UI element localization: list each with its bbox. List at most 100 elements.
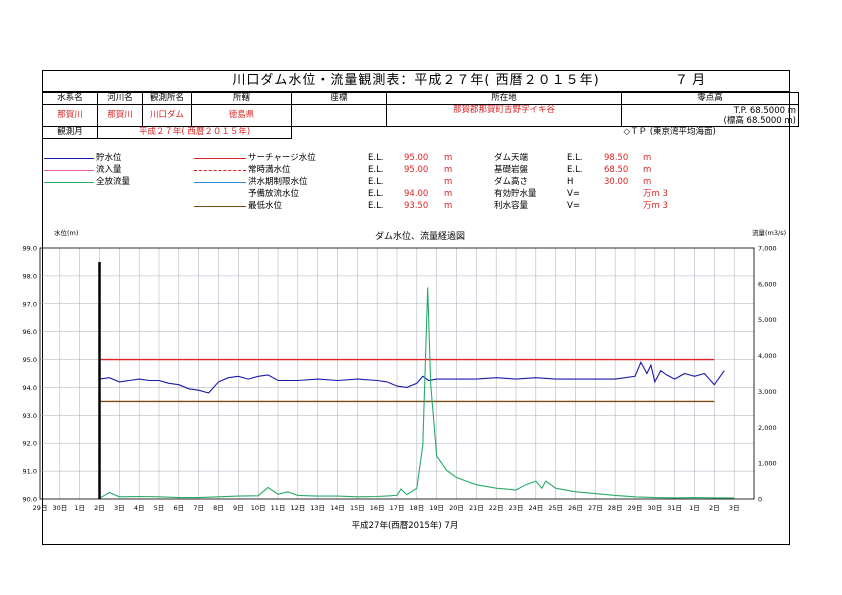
zero-tp: T.P. 68.5000 m <box>733 105 796 116</box>
level-el-2: E.L. <box>368 165 384 175</box>
dam-key-4: V= <box>567 189 580 199</box>
dam-label-2: 基礎岩盤 <box>494 165 529 175</box>
y2-tick-label: 6,000 <box>758 280 777 288</box>
value-location: 那賀郡那賀町吉野字イキ谷 <box>386 104 622 127</box>
level-unit-5: m <box>444 201 453 211</box>
x-tick-label: 4日 <box>134 504 145 512</box>
page-title: 川口ダム水位・流量観測表：平成２７年( 西暦２０１５年) <box>42 70 790 92</box>
y-tick-label: 98.0 <box>23 272 37 280</box>
y2-axis-label: 流量(m3/s) <box>752 228 786 237</box>
level-value-4: 94.00 <box>404 189 429 199</box>
y2-tick-label: 4,000 <box>758 352 777 360</box>
x-tick-label: 22日 <box>489 504 504 512</box>
level-label-5: 最低水位 <box>248 201 283 211</box>
level-value-5: 93.50 <box>404 201 429 211</box>
x-tick-label: 10日 <box>251 504 266 512</box>
y2-tick-label: 7,000 <box>758 245 777 253</box>
title-month: ７ 月 <box>675 73 706 88</box>
level-el-3: E.L. <box>368 177 384 187</box>
x-axis-label: 平成27年(西暦2015年) 7月 <box>352 520 459 531</box>
level-label-2: 常時満水位 <box>248 165 291 175</box>
dam-label-3: ダム高さ <box>494 177 529 187</box>
dam-label-5: 利水容量 <box>494 201 529 211</box>
x-tick-label: 13日 <box>310 504 325 512</box>
x-tick-label: 25日 <box>548 504 563 512</box>
level-label-4: 予備放流水位 <box>248 189 300 199</box>
dam-label-1: ダム天端 <box>494 153 529 163</box>
x-tick-label: 20日 <box>449 504 464 512</box>
level-unit-4: m <box>444 189 453 199</box>
x-tick-label: 12日 <box>290 504 305 512</box>
y-tick-label: 96.0 <box>23 328 37 336</box>
zero-std: (標高 68.5000 m) <box>723 115 796 126</box>
plot-frame <box>39 247 755 500</box>
x-tick-label: 23日 <box>509 504 524 512</box>
y-axis-label: 水位(m) <box>54 228 78 237</box>
dam-unit-4: 万m 3 <box>643 189 668 199</box>
y-tick-label: 92.0 <box>23 440 37 448</box>
y-tick-label: 91.0 <box>23 468 37 476</box>
dam-unit-3: m <box>643 177 652 187</box>
level-el-1: E.L. <box>368 153 384 163</box>
y-tick-label: 95.0 <box>23 356 37 364</box>
x-tick-label: 1日 <box>74 504 85 512</box>
water-level-chart: ダム水位、流量経過図 水位(m) 流量(m3/s) 平成27年(西暦2015年)… <box>23 228 787 531</box>
dam-value-2: 68.50 <box>604 165 629 175</box>
y-tick-label: 94.0 <box>23 384 37 392</box>
level-swatch-4 <box>194 194 246 195</box>
dam-value-1: 98.50 <box>604 153 629 163</box>
legend-label-2: 流入量 <box>96 165 122 175</box>
level-label-3: 洪水期制限水位 <box>248 177 308 187</box>
level-el-4: E.L. <box>368 189 384 199</box>
x-tick-label: 30日 <box>52 504 67 512</box>
x-tick-label: 21日 <box>469 504 484 512</box>
y2-tick-label: 2,000 <box>758 424 777 432</box>
x-tick-label: 9日 <box>233 504 244 512</box>
dam-key-2: E.L. <box>567 165 583 175</box>
level-value-1: 95.00 <box>404 153 429 163</box>
dam-key-5: V= <box>567 201 580 211</box>
level-swatch-5 <box>194 206 246 207</box>
x-tick-label: 16日 <box>370 504 385 512</box>
y2-tick-label: 1,000 <box>758 460 777 468</box>
level-value-2: 95.00 <box>404 165 429 175</box>
level-swatch-3 <box>194 182 246 183</box>
x-tick-label: 6日 <box>174 504 185 512</box>
level-unit-1: m <box>444 153 453 163</box>
x-tick-label: 30日 <box>647 504 662 512</box>
x-tick-label: 5日 <box>154 504 165 512</box>
x-tick-label: 2日 <box>709 504 720 512</box>
y-tick-label: 97.0 <box>23 300 37 308</box>
y2-tick-label: 3,000 <box>758 388 777 396</box>
x-tick-label: 14日 <box>330 504 345 512</box>
level-unit-2: m <box>444 165 453 175</box>
series-line-貯水位 <box>99 361 725 394</box>
x-tick-label: 3日 <box>114 504 125 512</box>
dam-key-1: E.L. <box>567 153 583 163</box>
x-tick-label: 17日 <box>390 504 405 512</box>
level-unit-3: m <box>444 177 453 187</box>
y-tick-label: 93.0 <box>23 412 37 420</box>
dam-unit-1: m <box>643 153 652 163</box>
level-swatch-1 <box>194 158 246 159</box>
legend-swatch-3 <box>44 182 94 183</box>
level-el-5: E.L. <box>368 201 384 211</box>
x-tick-label: 3日 <box>729 504 740 512</box>
x-tick-label: 29日 <box>33 504 48 512</box>
x-tick-label: 19日 <box>429 504 444 512</box>
series-line-全放流量 <box>99 287 735 499</box>
y-tick-label: 99.0 <box>23 245 37 253</box>
level-label-1: サーチャージ水位 <box>248 153 316 163</box>
datum-note: ◇ＴＰ (東京湾平均海面) <box>623 127 716 138</box>
legend-label-3: 全放流量 <box>96 177 131 187</box>
station-info-table: 水系名 河川名 観測所名 所轄 座標 所在地 零点高 那賀川 那賀川 川口ダム … <box>42 92 799 139</box>
x-tick-label: 27日 <box>588 504 603 512</box>
dam-value-3: 30.00 <box>604 177 629 187</box>
period-value: 平成２７年( 西暦２０１５年) <box>97 126 292 139</box>
legend-swatch-1 <box>44 158 94 159</box>
report-frame <box>42 70 790 545</box>
x-tick-label: 7日 <box>193 504 204 512</box>
legend-label-1: 貯水位 <box>96 153 122 163</box>
dam-label-4: 有効貯水量 <box>494 189 537 199</box>
level-swatch-2 <box>194 170 246 171</box>
